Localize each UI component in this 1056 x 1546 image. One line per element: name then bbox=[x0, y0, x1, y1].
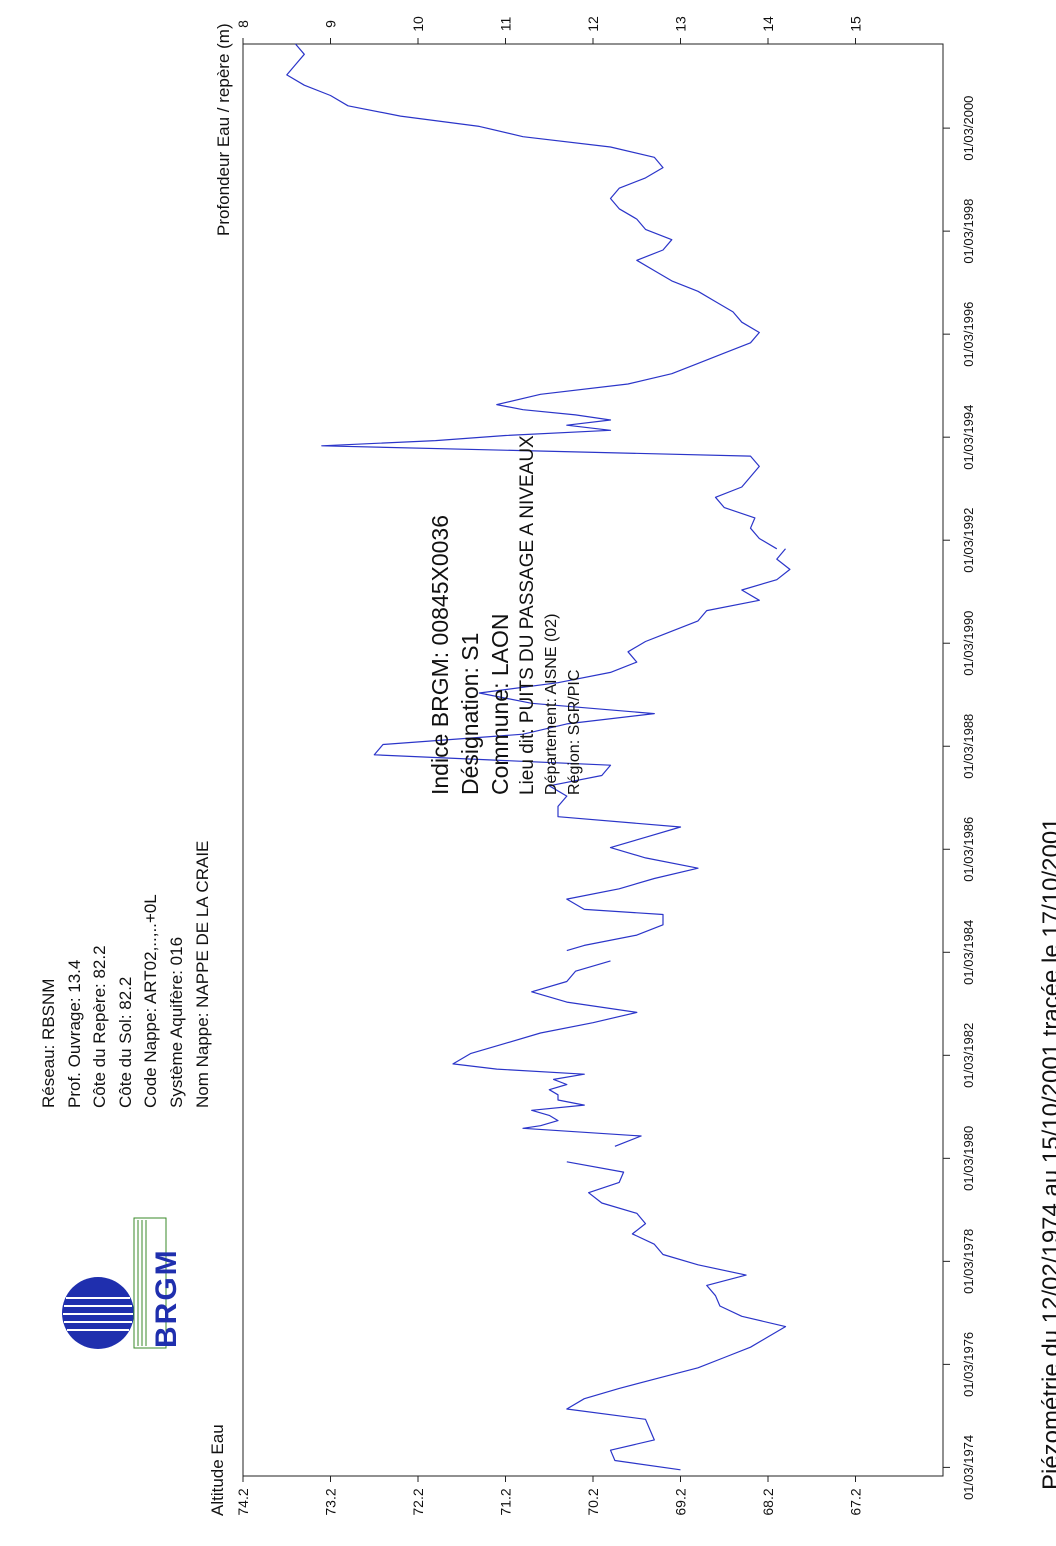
commune-line: Commune: LAON bbox=[487, 613, 513, 795]
date-tick-label: 01/03/1992 bbox=[961, 508, 976, 573]
lieu-dit-line: Lieu dit: PUITS DU PASSAGE A NIVEAUX bbox=[517, 435, 538, 795]
date-axis: 01/03/1974 01/03/1976 01/03/1978 01/03/1980… bbox=[943, 96, 976, 1500]
reseau-line: Réseau: RBSNM bbox=[39, 978, 58, 1108]
logo-mark bbox=[62, 1217, 167, 1349]
altitude-tick-label: 73.2 bbox=[323, 1488, 339, 1515]
date-tick-label: 01/03/2000 bbox=[961, 96, 976, 161]
altitude-tick-label: 70.2 bbox=[585, 1488, 601, 1515]
station-info-left: Réseau: RBSNM Prof. Ouvrage: 13.4 Côte d… bbox=[36, 841, 215, 1108]
departement-line: Département: AISNE (02) bbox=[543, 613, 560, 795]
date-tick-label: 01/03/1976 bbox=[961, 1332, 976, 1397]
logo-block: BRGM bbox=[26, 1158, 183, 1353]
date-tick-label: 01/03/1984 bbox=[961, 920, 976, 985]
depth-tick-label: 9 bbox=[323, 20, 339, 28]
altitude-axis: 74.2 73.2 72.2 71.2 70.2 69.2 68.2 67.2 bbox=[235, 1476, 864, 1516]
altitude-tick-label: 71.2 bbox=[498, 1488, 514, 1515]
date-tick-label: 01/03/1990 bbox=[961, 611, 976, 676]
depth-tick-label: 15 bbox=[848, 16, 864, 32]
nom-nappe-line: Nom Nappe: NAPPE DE LA CRAIE bbox=[192, 840, 212, 1108]
altitude-tick-label: 72.2 bbox=[410, 1488, 426, 1515]
systeme-aquifere-line: Système Aquifère: 016 bbox=[166, 936, 186, 1108]
station-info-right: Indice BRGM: 00845X0036 Désignation: S1 … bbox=[425, 435, 586, 795]
depth-tick-label: 13 bbox=[673, 16, 689, 32]
designation-line: Désignation: S1 bbox=[457, 632, 483, 795]
depth-tick-label: 12 bbox=[585, 16, 601, 32]
logo-text: BRGM bbox=[150, 1248, 183, 1348]
altitude-tick-label: 68.2 bbox=[760, 1488, 776, 1515]
series-group bbox=[286, 43, 791, 1471]
plot-frame bbox=[242, 43, 944, 1477]
date-tick-label: 01/03/1974 bbox=[961, 1435, 976, 1500]
date-tick-label: 01/03/1986 bbox=[961, 817, 976, 882]
code-nappe-line: Code Nappe: ART02,..,..+0L bbox=[141, 894, 161, 1108]
prof-ouvrage-line: Prof. Ouvrage: 13.4 bbox=[64, 959, 84, 1108]
altitude-tick-label: 69.2 bbox=[673, 1488, 689, 1515]
date-tick-label: 01/03/1980 bbox=[961, 1126, 976, 1191]
depth-axis: 8 9 10 11 12 13 14 15 bbox=[235, 16, 864, 44]
water-level-line bbox=[373, 548, 791, 952]
altitude-tick-label: 74.2 bbox=[235, 1488, 251, 1515]
indice-line: Indice BRGM: 00845X0036 bbox=[427, 514, 453, 795]
date-tick-label: 01/03/1998 bbox=[961, 199, 976, 264]
water-level-line bbox=[566, 1161, 787, 1471]
depth-tick-label: 11 bbox=[498, 17, 514, 32]
date-tick-label: 01/03/1988 bbox=[961, 714, 976, 779]
depth-tick-label: 8 bbox=[235, 20, 251, 28]
water-level-line bbox=[286, 43, 778, 550]
date-tick-label: 01/03/1982 bbox=[961, 1023, 976, 1088]
cote-sol-line: Côte du Sol: 82.2 bbox=[115, 976, 135, 1108]
altitude-axis-label: Altitude Eau bbox=[208, 1424, 227, 1516]
region-line: Région: SGR/PIC bbox=[566, 669, 583, 795]
water-level-line bbox=[452, 960, 642, 1147]
date-tick-label: 01/03/1996 bbox=[961, 302, 976, 367]
depth-tick-label: 14 bbox=[760, 16, 776, 32]
cote-repere-line: Côte du Repère: 82.2 bbox=[90, 945, 110, 1108]
altitude-tick-label: 67.2 bbox=[848, 1488, 864, 1515]
depth-axis-label: Profondeur Eau / repère (m) bbox=[214, 23, 233, 236]
depth-tick-label: 10 bbox=[410, 16, 426, 32]
chart-title: Piézométrie du 12/02/1974 au 15/10/2001 … bbox=[1038, 817, 1056, 1490]
date-tick-label: 01/03/1994 bbox=[961, 405, 976, 470]
date-tick-label: 01/03/1978 bbox=[961, 1229, 976, 1294]
